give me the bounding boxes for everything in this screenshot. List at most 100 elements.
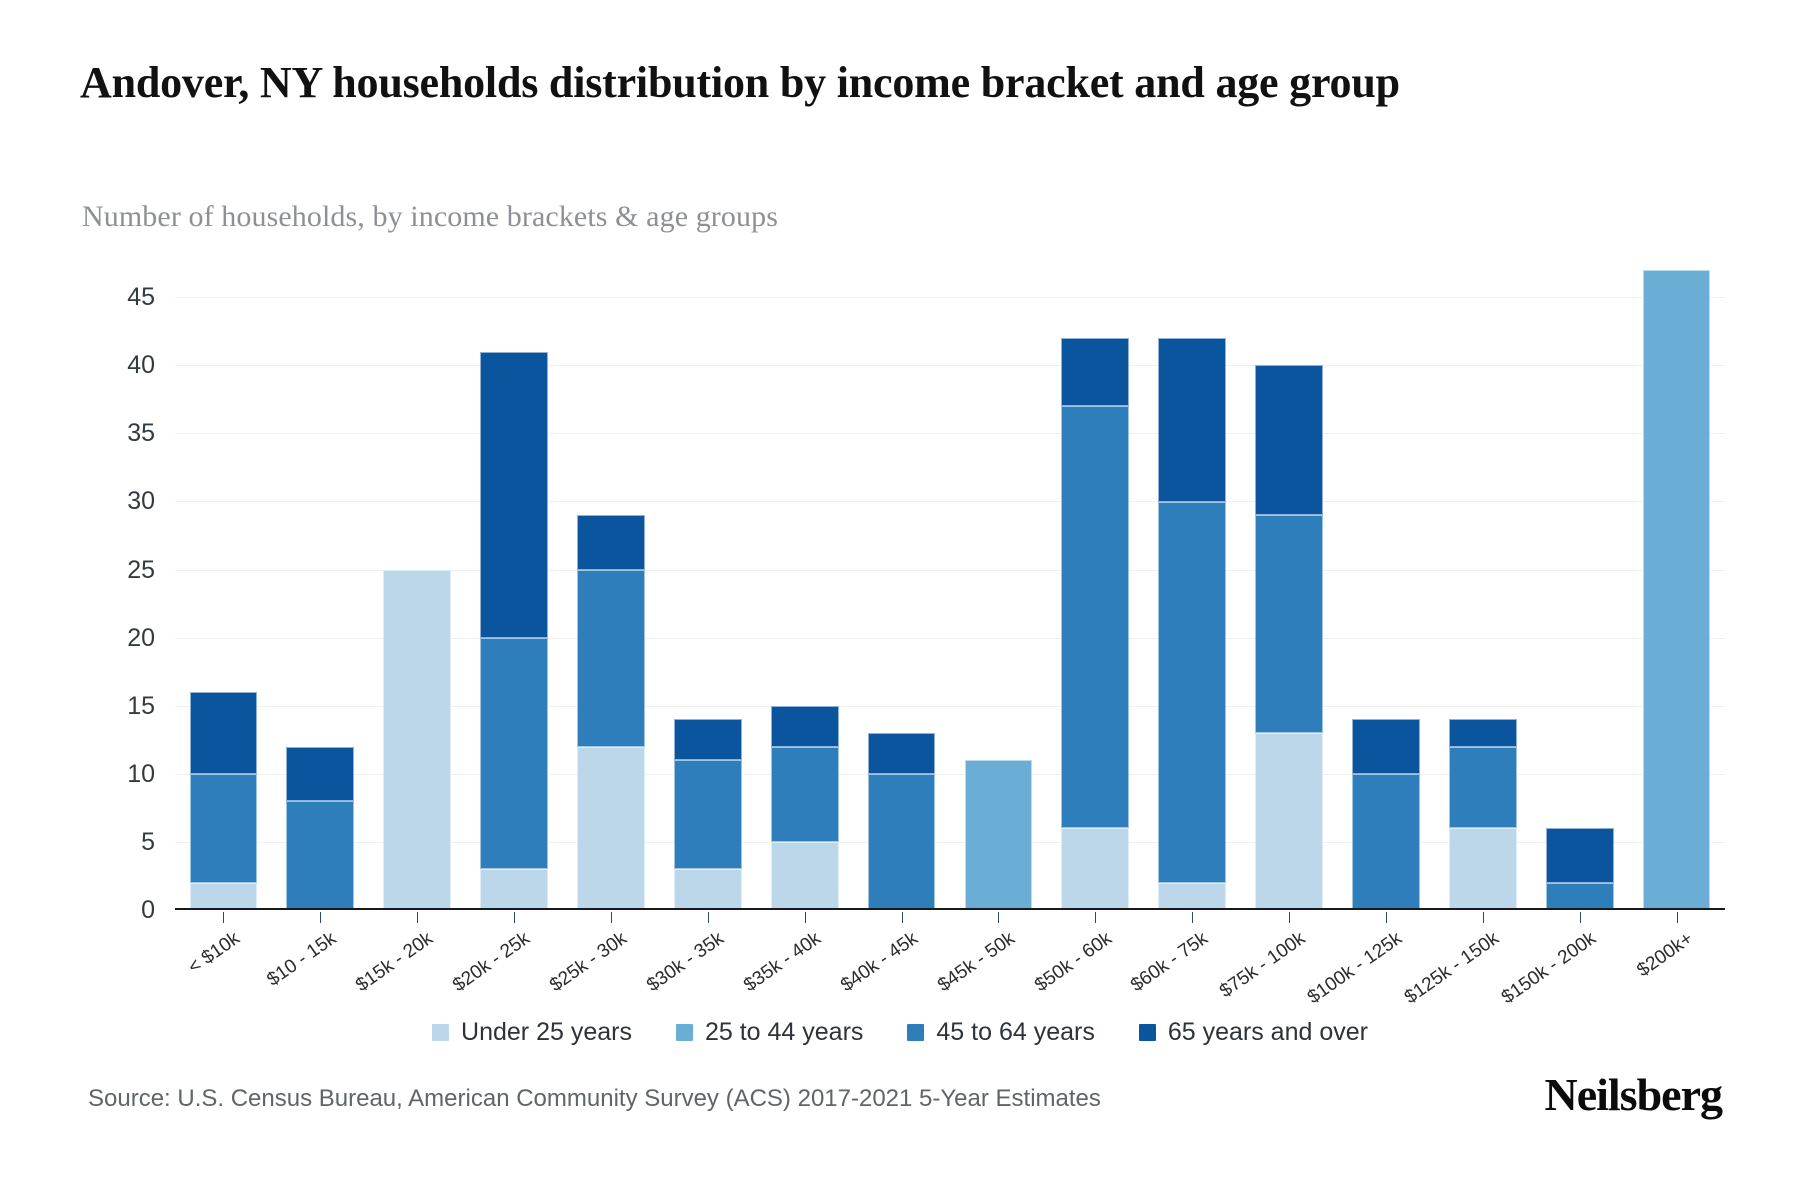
x-axis-tick-mark [514, 912, 516, 923]
source-note: Source: U.S. Census Bureau, American Com… [88, 1085, 1101, 1112]
x-axis-tick-label: < $10k [184, 928, 244, 979]
chart-legend: Under 25 years 25 to 44 years 45 to 64 yea… [0, 1018, 1800, 1047]
x-axis-tick-mark [1676, 912, 1678, 923]
legend-swatch-icon [675, 1024, 693, 1041]
bar-segment[interactable] [673, 760, 742, 870]
bar-segment[interactable] [1255, 732, 1323, 910]
gridline [175, 433, 1725, 435]
bar-group[interactable] [383, 270, 452, 910]
gridline [175, 365, 1725, 367]
bar-segment[interactable] [770, 841, 839, 910]
bar-segment[interactable] [1061, 828, 1130, 910]
bar-segment[interactable] [577, 515, 645, 570]
bar-segment[interactable] [1061, 406, 1130, 829]
legend-item[interactable]: 65 years and over [1138, 1018, 1368, 1047]
bar-group[interactable] [1545, 270, 1614, 910]
bar-group[interactable] [1448, 270, 1517, 910]
bar-group[interactable] [770, 270, 839, 910]
bar-segment[interactable] [1061, 338, 1130, 407]
bar-group[interactable] [964, 270, 1033, 910]
x-axis-tick-label: $100k - 125k [1303, 928, 1406, 1009]
gridline [175, 841, 1725, 843]
legend-label: 25 to 44 years [704, 1018, 864, 1046]
legend-item[interactable]: 45 to 64 years [907, 1018, 1095, 1047]
bar-segment[interactable] [577, 746, 645, 910]
x-axis-tick-label: $10 - 15k [263, 928, 341, 991]
bar-segment[interactable] [964, 760, 1033, 910]
x-axis-tick-label: $75k - 100k [1215, 928, 1310, 1003]
bar-segment[interactable] [1545, 828, 1614, 883]
y-axis-tick-label: 25 [127, 555, 155, 584]
bar-segment[interactable] [286, 801, 355, 910]
bar-segment[interactable] [480, 637, 548, 870]
y-axis-tick-label: 20 [127, 623, 155, 652]
legend-swatch-icon [1138, 1024, 1156, 1041]
bar-segment[interactable] [1448, 828, 1517, 910]
bar-group[interactable] [1255, 270, 1323, 910]
x-axis-tick-mark [998, 912, 1000, 923]
bar-segment[interactable] [480, 869, 548, 910]
x-axis-tick-mark [1579, 912, 1581, 923]
bar-segment[interactable] [1352, 719, 1420, 774]
bar-group[interactable] [577, 270, 645, 910]
bar-segment[interactable] [867, 733, 936, 774]
gridline [175, 773, 1725, 775]
bar-segment[interactable] [1158, 882, 1227, 910]
bar-segment[interactable] [1448, 719, 1517, 747]
bar-segment[interactable] [1352, 773, 1420, 910]
bar-segment[interactable] [770, 705, 839, 747]
bar-group[interactable] [189, 270, 258, 910]
bar-segment[interactable] [1158, 501, 1227, 883]
bar-segment[interactable] [383, 569, 452, 910]
y-axis-tick-label: 35 [127, 419, 155, 448]
bar-group[interactable] [1061, 270, 1130, 910]
bar-segment[interactable] [867, 773, 936, 910]
y-axis-tick-label: 0 [141, 896, 155, 924]
bar-group[interactable] [867, 270, 936, 910]
bar-group[interactable] [673, 270, 742, 910]
x-axis-tick-mark [1289, 912, 1291, 923]
bar-segment[interactable] [1448, 746, 1517, 829]
y-axis-tick-label: 15 [127, 691, 155, 720]
x-axis-tick-label: $50k - 60k [1030, 928, 1116, 997]
x-axis-tick-mark [707, 912, 709, 923]
brand-logo: Neilsberg [1544, 1069, 1723, 1120]
bar-segment[interactable] [480, 351, 548, 638]
bar-segment[interactable] [673, 869, 742, 910]
legend-item[interactable]: 25 to 44 years [675, 1018, 864, 1047]
legend-swatch-icon [432, 1024, 450, 1041]
gridline [175, 297, 1725, 299]
bar-segment[interactable] [1545, 882, 1614, 910]
bar-segment[interactable] [189, 882, 258, 910]
page-title: Andover, NY households distribution by i… [80, 58, 1400, 107]
gridline [175, 501, 1725, 503]
bar-group[interactable] [286, 270, 355, 910]
bar-segment[interactable] [1255, 515, 1323, 733]
bar-segment[interactable] [1255, 365, 1323, 516]
bar-group[interactable] [480, 270, 548, 910]
x-axis-tick-label: $150k - 200k [1497, 928, 1600, 1009]
bar-group[interactable] [1642, 270, 1711, 910]
bar-segment[interactable] [1158, 338, 1227, 502]
bar-segment[interactable] [770, 746, 839, 842]
bar-segment[interactable] [673, 719, 742, 761]
bar-segment[interactable] [1642, 270, 1711, 910]
x-axis-tick-mark [804, 912, 806, 923]
bar-group[interactable] [1158, 270, 1227, 910]
x-axis-tick-label: $30k - 35k [643, 928, 728, 997]
gridline [175, 569, 1725, 571]
bars-container [175, 270, 1725, 910]
x-axis-tick-mark [320, 912, 322, 923]
x-axis-tick-mark [417, 912, 419, 923]
legend-label: 65 years and over [1167, 1018, 1368, 1046]
bar-segment[interactable] [189, 692, 258, 774]
bar-segment[interactable] [577, 569, 645, 747]
legend-item[interactable]: Under 25 years [432, 1018, 632, 1047]
gridline [175, 637, 1725, 639]
plot-area [175, 270, 1725, 910]
bar-segment[interactable] [189, 773, 258, 883]
bar-group[interactable] [1352, 270, 1420, 910]
y-axis-tick-label: 40 [127, 351, 155, 380]
bar-segment[interactable] [286, 746, 355, 802]
